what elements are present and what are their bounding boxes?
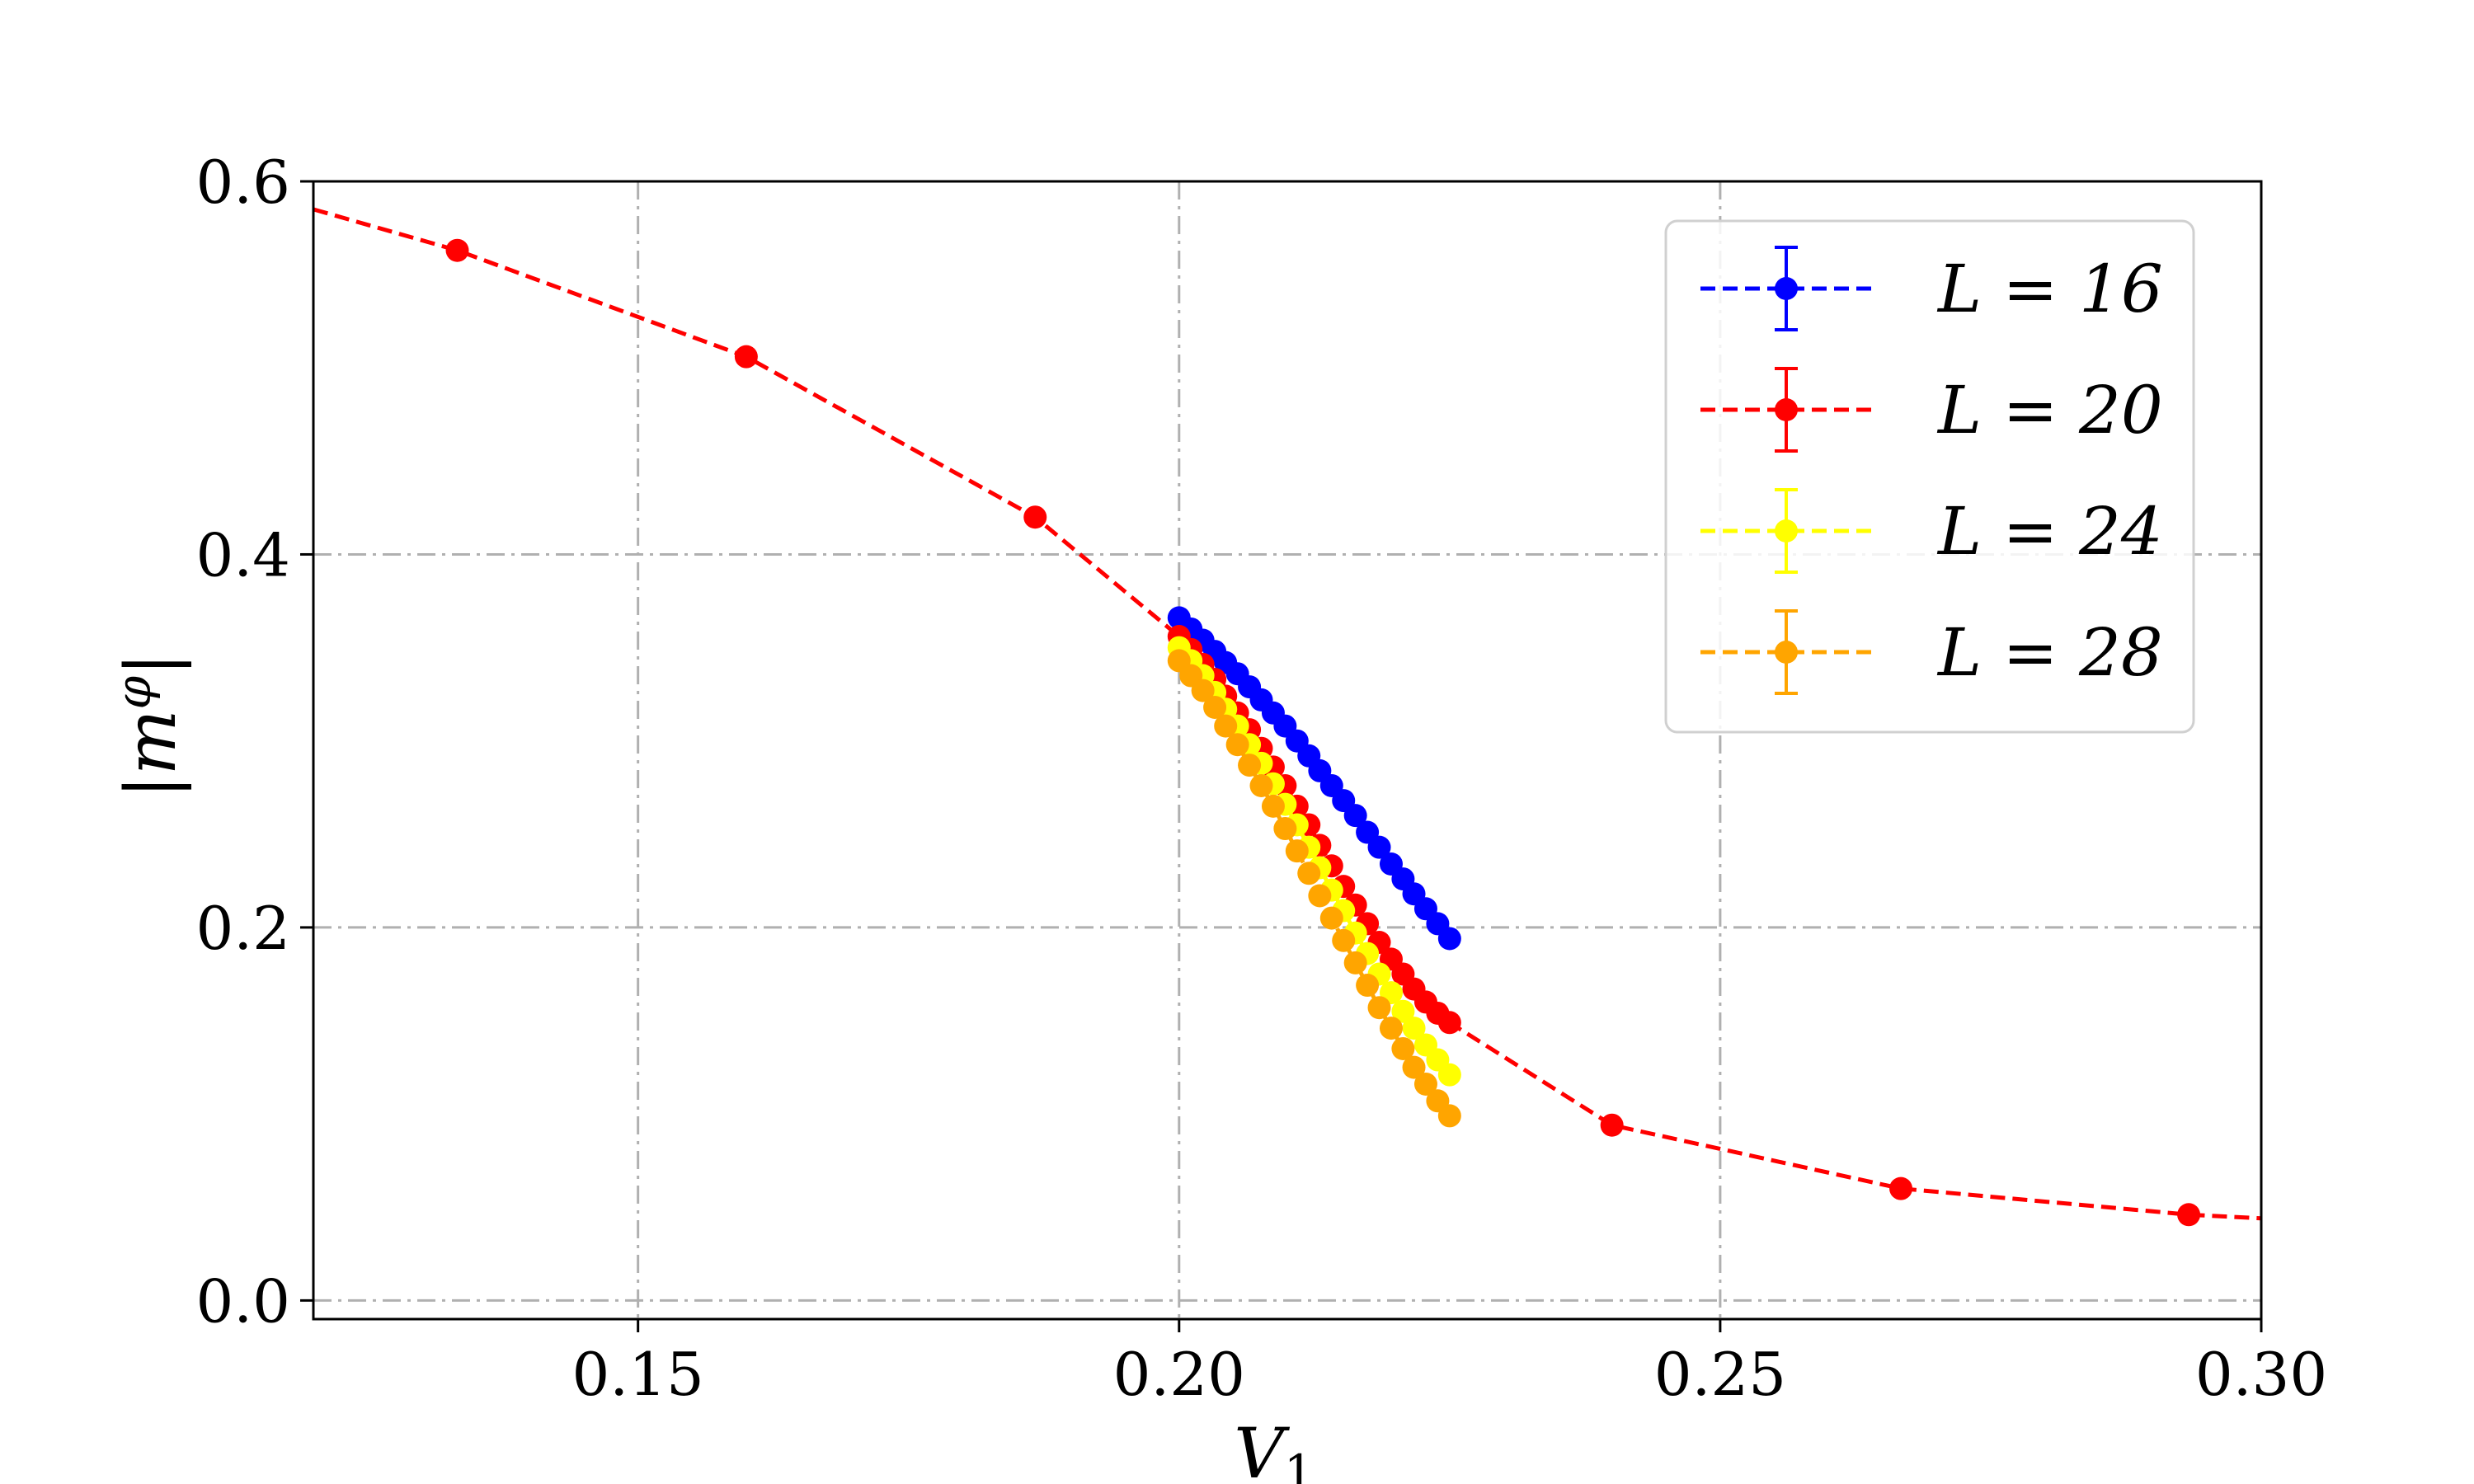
- data-point: [1273, 817, 1297, 841]
- plot-frame: [312, 180, 2263, 1321]
- x-tick-label: 0.25: [1654, 1340, 1786, 1409]
- data-point: [1285, 839, 1309, 863]
- y-axis-label-main: |m: [111, 709, 191, 798]
- x-axis-label-main: V: [1234, 1413, 1290, 1484]
- legend-marker: [1775, 641, 1798, 664]
- data-point: [1413, 1072, 1437, 1096]
- x-axis-label-subscript: 1: [1284, 1444, 1315, 1484]
- y-axis-label-end: |: [111, 653, 191, 676]
- data-point: [1391, 999, 1415, 1023]
- x-tick-label: 0.20: [1113, 1340, 1245, 1409]
- data-point: [1238, 754, 1262, 777]
- series-0: [1167, 606, 1461, 951]
- data-point: [1203, 695, 1227, 719]
- data-point: [1437, 1011, 1461, 1035]
- data-point: [1356, 974, 1380, 998]
- y-tick-label: 0.2: [195, 894, 290, 963]
- data-point: [1367, 996, 1391, 1020]
- x-axis-label: V1: [1234, 1413, 1315, 1484]
- data-point: [1332, 928, 1356, 952]
- series-group: [313, 207, 2261, 1227]
- data-point: [1437, 1104, 1461, 1128]
- y-tick-label: 0.0: [195, 1266, 290, 1336]
- data-point: [1402, 1017, 1426, 1040]
- data-point: [1391, 1036, 1415, 1060]
- data-point: [1437, 1063, 1461, 1087]
- y-axis-label: |mφ|: [106, 653, 191, 799]
- legend-marker: [1775, 519, 1798, 542]
- data-point: [1367, 835, 1391, 859]
- data-point: [1249, 773, 1273, 797]
- legend-entry: L = 28: [1700, 609, 2163, 695]
- x-tick-label: 0.30: [2195, 1340, 2327, 1409]
- data-point: [1343, 804, 1367, 828]
- legend-entry: L = 20: [1700, 367, 2163, 453]
- y-tick-label: 0.4: [195, 520, 290, 589]
- legend-entry: L = 24: [1700, 488, 2163, 574]
- data-point: [1191, 679, 1215, 702]
- data-point: [1379, 1017, 1403, 1040]
- legend-box: [1664, 219, 2195, 734]
- legend-marker: [1775, 398, 1798, 421]
- data-point: [734, 345, 758, 369]
- plot-area: [313, 207, 2261, 1227]
- data-point: [1214, 714, 1238, 738]
- legend: L = 16 L = 20 L = 24 L = 28: [1664, 219, 2195, 734]
- legend-label: L = 16: [1936, 251, 2163, 327]
- data-point: [1402, 1055, 1426, 1079]
- data-point: [1308, 884, 1332, 908]
- y-tick-label: 0.6: [195, 148, 290, 217]
- axes: 0.15 0.20 0.25 0.30 0.0 0.2 0.4 0.6: [195, 148, 2327, 1409]
- data-point: [1889, 1176, 1913, 1200]
- data-point: [1297, 862, 1321, 885]
- legend-marker: [1775, 277, 1798, 300]
- data-point: [1343, 951, 1367, 974]
- data-point: [1437, 927, 1461, 951]
- legend-label: L = 20: [1936, 372, 2163, 448]
- data-point: [1225, 733, 1249, 757]
- data-point: [1319, 906, 1343, 930]
- data-point: [445, 238, 469, 262]
- data-point: [1261, 794, 1285, 818]
- data-point: [1600, 1113, 1624, 1137]
- data-point: [1023, 505, 1047, 529]
- legend-entry: L = 16: [1700, 246, 2163, 331]
- legend-label: L = 28: [1936, 614, 2163, 691]
- data-point: [2177, 1203, 2201, 1227]
- y-axis-label-superscript: φ: [106, 675, 162, 709]
- legend-label: L = 24: [1936, 493, 2163, 570]
- x-tick-label: 0.15: [572, 1340, 704, 1409]
- series-3: [1167, 649, 1461, 1128]
